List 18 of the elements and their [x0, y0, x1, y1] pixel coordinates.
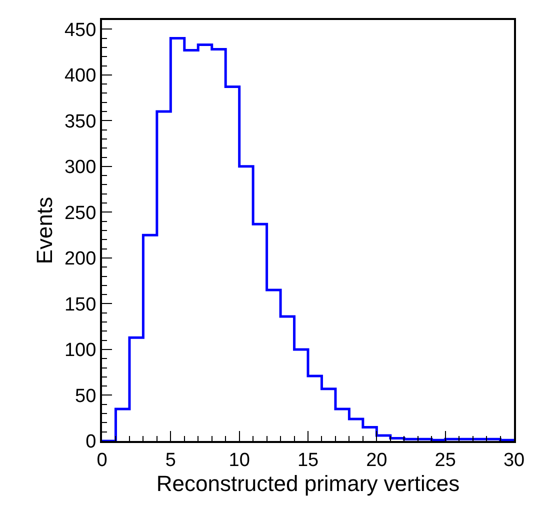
y-tick-label: 150	[64, 294, 96, 316]
y-tick-label: 400	[64, 66, 96, 87]
x-tick-label: 25	[434, 450, 456, 471]
y-tick-label: 100	[64, 340, 96, 362]
y-tick-label: 0	[86, 432, 96, 453]
y-tick-label: 350	[64, 111, 96, 132]
x-tick-label: 30	[503, 450, 525, 471]
y-axis-title: Events	[32, 196, 57, 264]
y-tick-label: 200	[64, 248, 96, 270]
x-tick-label: 15	[297, 450, 319, 471]
x-axis-title: Reconstructed primary vertices	[156, 470, 460, 496]
y-tick-label: 450	[64, 20, 96, 41]
x-tick-label: 10	[228, 450, 250, 471]
x-tick-label: 5	[165, 450, 176, 471]
y-tick-label: 250	[64, 202, 96, 224]
y-tick-label: 300	[64, 157, 96, 178]
x-tick-label: 20	[366, 450, 388, 471]
y-tick-label: 50	[75, 386, 96, 407]
